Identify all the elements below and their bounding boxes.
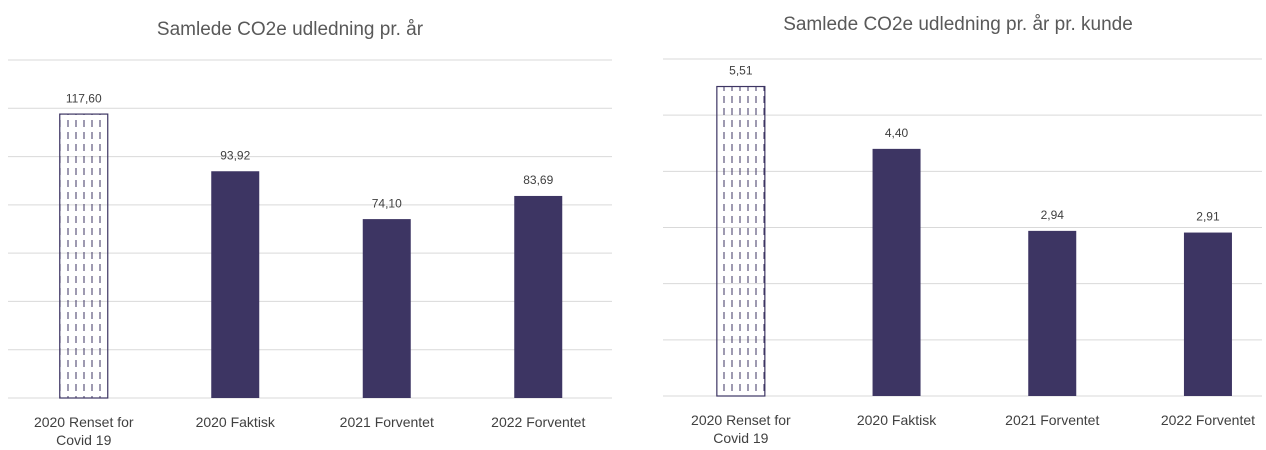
x-tick-label: 2020 Renset for Covid 19: [691, 412, 791, 446]
x-tick-label: 2020 Faktisk: [195, 414, 275, 430]
bar: [1028, 230, 1077, 396]
chart-title: Samlede CO2e udledning pr. år: [157, 19, 424, 40]
bar: [514, 195, 563, 398]
value-label: 4,40: [885, 126, 909, 140]
value-label: 2,91: [1196, 210, 1220, 224]
bar: [716, 85, 766, 397]
chart-title: Samlede CO2e udledning pr. år pr. kunde: [783, 14, 1133, 35]
bar: [872, 148, 921, 396]
value-label: 2,94: [1041, 208, 1065, 222]
x-tick-label: 2022 Forventet: [491, 414, 586, 430]
value-label: 74,10: [372, 196, 402, 210]
bar: [362, 219, 411, 398]
x-tick-label: 2022 Forventet: [1160, 412, 1256, 428]
bar: [1183, 232, 1232, 396]
x-tick-label: 2020 Renset for Covid 19: [33, 414, 134, 448]
bar: [59, 113, 109, 399]
bar: [211, 171, 260, 398]
x-tick-label: 2021 Forventet: [1005, 412, 1100, 428]
value-label: 5,51: [729, 64, 753, 78]
value-label: 117,60: [66, 91, 102, 105]
x-tick-label: 2021 Forventet: [339, 414, 434, 430]
value-label: 93,92: [220, 148, 250, 162]
value-label: 83,69: [523, 173, 553, 187]
x-tick-label: 2020 Faktisk: [856, 412, 937, 428]
